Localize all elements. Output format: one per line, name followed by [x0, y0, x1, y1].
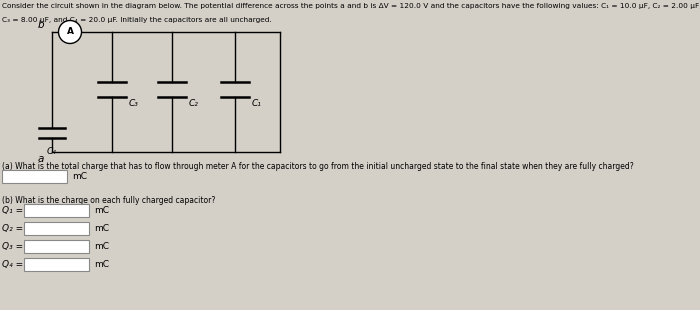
FancyBboxPatch shape: [24, 258, 89, 271]
Text: C₃ = 8.00 μF, and C₄ = 20.0 μF. Initially the capacitors are all uncharged.: C₃ = 8.00 μF, and C₄ = 20.0 μF. Initiall…: [2, 17, 272, 23]
FancyBboxPatch shape: [2, 170, 67, 183]
Text: mC: mC: [72, 172, 87, 181]
Text: mC: mC: [94, 242, 109, 251]
Text: Q₂ =: Q₂ =: [2, 224, 23, 233]
Text: mC: mC: [94, 206, 109, 215]
Text: mC: mC: [94, 224, 109, 233]
Text: A: A: [66, 28, 74, 37]
Text: (a) What is the total charge that has to flow through meter A for the capacitors: (a) What is the total charge that has to…: [2, 162, 634, 171]
Text: Consider the circuit shown in the diagram below. The potential difference across: Consider the circuit shown in the diagra…: [2, 3, 700, 9]
Text: Q₁ =: Q₁ =: [2, 206, 23, 215]
Text: Q₄ =: Q₄ =: [2, 260, 23, 269]
Text: C₃: C₃: [129, 99, 139, 108]
Text: b: b: [37, 20, 44, 30]
Text: C₄: C₄: [47, 147, 57, 156]
FancyBboxPatch shape: [24, 240, 89, 253]
Text: Q₃ =: Q₃ =: [2, 242, 23, 251]
Text: mC: mC: [94, 260, 109, 269]
Text: (b) What is the charge on each fully charged capacitor?: (b) What is the charge on each fully cha…: [2, 196, 216, 205]
Circle shape: [59, 20, 81, 43]
FancyBboxPatch shape: [24, 204, 89, 217]
Text: C₁: C₁: [252, 99, 262, 108]
Text: C₂: C₂: [189, 99, 199, 108]
FancyBboxPatch shape: [24, 222, 89, 235]
Text: a: a: [38, 154, 44, 164]
